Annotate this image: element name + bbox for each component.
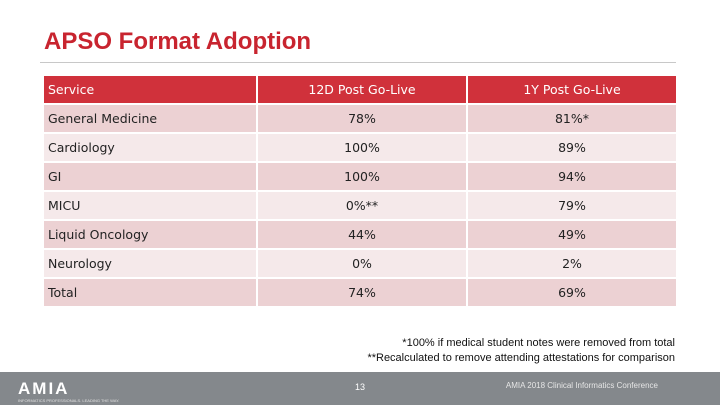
service-cell: Total xyxy=(44,279,256,306)
value-12d-cell: 0%** xyxy=(256,192,466,219)
value-12d-cell: 78% xyxy=(256,105,466,132)
value-12d-cell: 0% xyxy=(256,250,466,277)
adoption-table: Service 12D Post Go-Live 1Y Post Go-Live… xyxy=(44,74,676,308)
conference-name: AMIA 2018 Clinical Informatics Conferenc… xyxy=(505,381,658,390)
value-1y-cell: 94% xyxy=(466,163,676,190)
service-cell: MICU xyxy=(44,192,256,219)
value-1y-cell: 89% xyxy=(466,134,676,161)
table-row: Neurology 0% 2% xyxy=(44,250,676,277)
slide-footer: AMIA INFORMATICS PROFESSIONALS. LEADING … xyxy=(0,372,720,405)
footnote-student-notes: *100% if medical student notes were remo… xyxy=(402,337,675,349)
table-row-total: Total 74% 69% xyxy=(44,279,676,306)
service-cell: General Medicine xyxy=(44,105,256,132)
column-header-1y: 1Y Post Go-Live xyxy=(466,76,676,103)
table-row: MICU 0%** 79% xyxy=(44,192,676,219)
page-number: 13 xyxy=(355,382,366,392)
table-row: Cardiology 100% 89% xyxy=(44,134,676,161)
service-cell: Neurology xyxy=(44,250,256,277)
value-1y-cell: 69% xyxy=(466,279,676,306)
amia-logo-text: AMIA xyxy=(18,379,70,398)
table-header-row: Service 12D Post Go-Live 1Y Post Go-Live xyxy=(44,76,676,103)
footnote-attestations: **Recalculated to remove attending attes… xyxy=(367,352,675,364)
slide-title: APSO Format Adoption xyxy=(44,28,312,55)
footnotes: *100% if medical student notes were remo… xyxy=(367,336,675,366)
value-12d-cell: 100% xyxy=(256,163,466,190)
table-row: General Medicine 78% 81%* xyxy=(44,105,676,132)
table-row: GI 100% 94% xyxy=(44,163,676,190)
value-1y-cell: 79% xyxy=(466,192,676,219)
value-1y-cell: 2% xyxy=(466,250,676,277)
service-cell: Cardiology xyxy=(44,134,256,161)
service-cell: Liquid Oncology xyxy=(44,221,256,248)
column-header-12d: 12D Post Go-Live xyxy=(256,76,466,103)
table-row: Liquid Oncology 44% 49% xyxy=(44,221,676,248)
value-1y-cell: 81%* xyxy=(466,105,676,132)
column-header-service: Service xyxy=(44,76,256,103)
title-divider xyxy=(40,62,676,63)
amia-logo-subtext: INFORMATICS PROFESSIONALS. LEADING THE W… xyxy=(18,398,120,403)
value-12d-cell: 100% xyxy=(256,134,466,161)
service-cell: GI xyxy=(44,163,256,190)
value-12d-cell: 74% xyxy=(256,279,466,306)
value-1y-cell: 49% xyxy=(466,221,676,248)
amia-logo: AMIA INFORMATICS PROFESSIONALS. LEADING … xyxy=(8,376,119,403)
value-12d-cell: 44% xyxy=(256,221,466,248)
